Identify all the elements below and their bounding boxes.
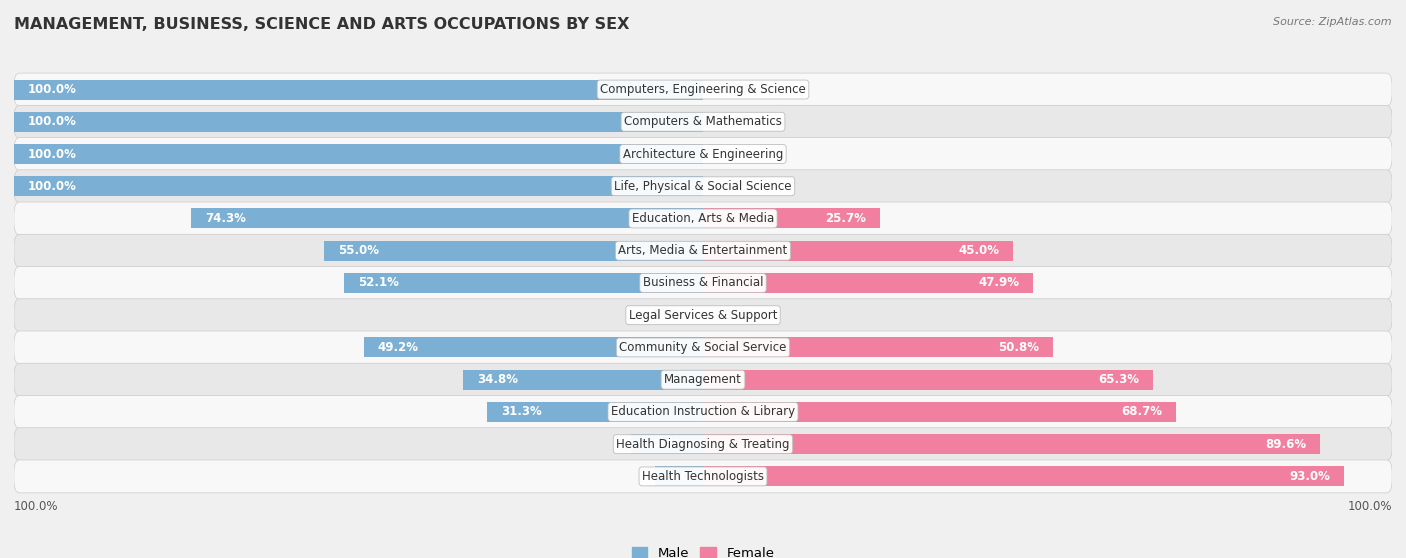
- FancyBboxPatch shape: [14, 396, 1392, 429]
- Bar: [655, 466, 703, 487]
- FancyBboxPatch shape: [14, 202, 1392, 235]
- Bar: [364, 338, 703, 358]
- Text: Community & Social Service: Community & Social Service: [619, 341, 787, 354]
- Text: 45.0%: 45.0%: [959, 244, 1000, 257]
- Text: 89.6%: 89.6%: [1265, 437, 1306, 451]
- Bar: [631, 434, 703, 454]
- Text: 0.0%: 0.0%: [724, 116, 754, 128]
- FancyBboxPatch shape: [14, 267, 1392, 300]
- Bar: [703, 466, 1344, 487]
- Text: 34.8%: 34.8%: [477, 373, 517, 386]
- Text: 52.1%: 52.1%: [359, 276, 399, 290]
- Text: Education Instruction & Library: Education Instruction & Library: [612, 406, 794, 418]
- FancyBboxPatch shape: [14, 138, 1392, 170]
- Bar: [14, 144, 703, 164]
- Text: MANAGEMENT, BUSINESS, SCIENCE AND ARTS OCCUPATIONS BY SEX: MANAGEMENT, BUSINESS, SCIENCE AND ARTS O…: [14, 17, 630, 32]
- FancyBboxPatch shape: [14, 170, 1392, 203]
- Text: 55.0%: 55.0%: [337, 244, 378, 257]
- Text: 25.7%: 25.7%: [825, 212, 866, 225]
- FancyBboxPatch shape: [14, 73, 1392, 106]
- Text: Computers & Mathematics: Computers & Mathematics: [624, 116, 782, 128]
- Text: 0.0%: 0.0%: [724, 309, 754, 322]
- Text: 31.3%: 31.3%: [501, 406, 541, 418]
- Text: 100.0%: 100.0%: [28, 147, 77, 161]
- Text: 65.3%: 65.3%: [1098, 373, 1139, 386]
- Text: Health Diagnosing & Treating: Health Diagnosing & Treating: [616, 437, 790, 451]
- Bar: [488, 402, 703, 422]
- Text: Management: Management: [664, 373, 742, 386]
- FancyBboxPatch shape: [14, 105, 1392, 138]
- Text: Computers, Engineering & Science: Computers, Engineering & Science: [600, 83, 806, 96]
- Text: Source: ZipAtlas.com: Source: ZipAtlas.com: [1274, 17, 1392, 27]
- Text: Life, Physical & Social Science: Life, Physical & Social Science: [614, 180, 792, 193]
- Text: 7.0%: 7.0%: [669, 470, 702, 483]
- FancyBboxPatch shape: [14, 460, 1392, 493]
- Text: Business & Financial: Business & Financial: [643, 276, 763, 290]
- Text: Architecture & Engineering: Architecture & Engineering: [623, 147, 783, 161]
- Bar: [703, 402, 1177, 422]
- Text: 47.9%: 47.9%: [979, 276, 1019, 290]
- Text: 74.3%: 74.3%: [205, 212, 246, 225]
- Bar: [14, 80, 703, 99]
- Text: Health Technologists: Health Technologists: [643, 470, 763, 483]
- Text: Arts, Media & Entertainment: Arts, Media & Entertainment: [619, 244, 787, 257]
- FancyBboxPatch shape: [14, 331, 1392, 364]
- FancyBboxPatch shape: [14, 363, 1392, 396]
- Bar: [344, 273, 703, 293]
- Text: 100.0%: 100.0%: [28, 83, 77, 96]
- Bar: [325, 240, 703, 261]
- Bar: [703, 209, 880, 228]
- Text: 0.0%: 0.0%: [724, 83, 754, 96]
- Text: 0.0%: 0.0%: [724, 180, 754, 193]
- Text: 68.7%: 68.7%: [1122, 406, 1163, 418]
- Text: 49.2%: 49.2%: [378, 341, 419, 354]
- Bar: [191, 209, 703, 228]
- Text: 100.0%: 100.0%: [28, 180, 77, 193]
- FancyBboxPatch shape: [14, 299, 1392, 331]
- Bar: [703, 338, 1053, 358]
- FancyBboxPatch shape: [14, 428, 1392, 460]
- Text: Legal Services & Support: Legal Services & Support: [628, 309, 778, 322]
- Bar: [703, 370, 1153, 389]
- Bar: [463, 370, 703, 389]
- Bar: [703, 273, 1033, 293]
- Text: 100.0%: 100.0%: [28, 116, 77, 128]
- Text: 50.8%: 50.8%: [998, 341, 1039, 354]
- Text: 10.4%: 10.4%: [645, 437, 686, 451]
- Bar: [703, 240, 1012, 261]
- Bar: [703, 434, 1320, 454]
- Text: 0.0%: 0.0%: [652, 309, 682, 322]
- Legend: Male, Female: Male, Female: [626, 542, 780, 558]
- Bar: [14, 176, 703, 196]
- Bar: [14, 112, 703, 132]
- Text: 100.0%: 100.0%: [14, 499, 59, 513]
- Text: 0.0%: 0.0%: [724, 147, 754, 161]
- Text: 93.0%: 93.0%: [1289, 470, 1330, 483]
- Text: 100.0%: 100.0%: [1347, 499, 1392, 513]
- FancyBboxPatch shape: [14, 234, 1392, 267]
- Text: Education, Arts & Media: Education, Arts & Media: [631, 212, 775, 225]
